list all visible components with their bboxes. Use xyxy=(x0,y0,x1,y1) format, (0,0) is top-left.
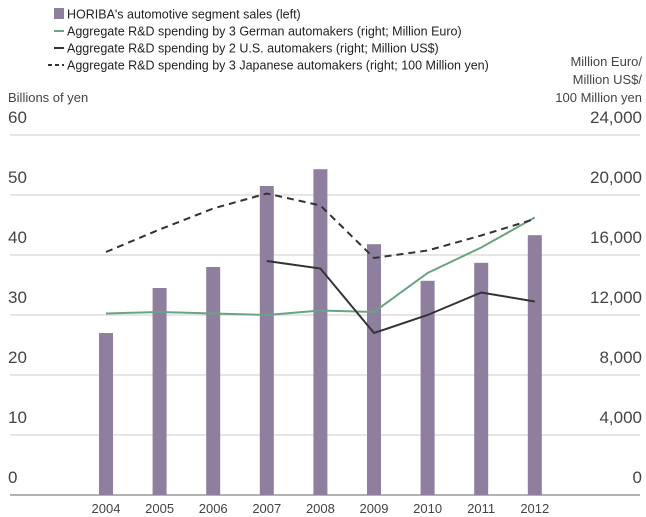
bar xyxy=(367,244,381,495)
y2-tick-label: 20,000 xyxy=(590,168,642,187)
x-tick-label: 2004 xyxy=(92,501,121,516)
bar xyxy=(313,169,328,495)
line xyxy=(105,216,536,317)
bar xyxy=(206,267,221,495)
y-tick-label: 50 xyxy=(8,168,27,187)
y-tick-label: 0 xyxy=(8,468,17,487)
line xyxy=(266,260,535,335)
bar xyxy=(259,186,274,495)
x-tick-label: 2009 xyxy=(360,501,389,516)
y-tick-label: 10 xyxy=(8,408,27,427)
y2-axis-label: Million Euro/ xyxy=(570,54,642,69)
y2-tick-label: 0 xyxy=(633,468,642,487)
y-tick-label: 60 xyxy=(8,108,27,127)
y2-tick-label: 8,000 xyxy=(599,348,642,367)
y2-tick-label: 4,000 xyxy=(599,408,642,427)
x-tick-label: 2010 xyxy=(413,501,442,516)
bar xyxy=(152,288,167,495)
legend-label: Aggregate R&D spending by 3 German autom… xyxy=(67,25,462,39)
y-tick-label: 20 xyxy=(8,348,27,367)
y-tick-label: 30 xyxy=(8,288,27,307)
y2-tick-label: 12,000 xyxy=(590,288,642,307)
x-tick-label: 2005 xyxy=(145,501,174,516)
legend-label: Aggregate R&D spending by 2 U.S. automak… xyxy=(67,42,439,56)
y2-tick-label: 24,000 xyxy=(590,108,642,127)
x-tick-label: 2012 xyxy=(520,501,549,516)
legend-label: Aggregate R&D spending by 3 Japanese aut… xyxy=(67,59,489,73)
y2-axis-label: 100 Million yen xyxy=(555,90,642,105)
bar xyxy=(527,235,542,495)
x-tick-label: 2006 xyxy=(199,501,228,516)
bar xyxy=(474,262,489,495)
x-tick-label: 2008 xyxy=(306,501,335,516)
line xyxy=(105,192,536,260)
bar xyxy=(420,280,435,495)
y2-axis-label: Million US$/ xyxy=(573,72,643,87)
x-tick-label: 2007 xyxy=(252,501,281,516)
legend-label: HORIBA's automotive segment sales (left) xyxy=(67,8,301,22)
y-tick-label: 40 xyxy=(8,228,27,247)
x-tick-label: 2011 xyxy=(467,501,495,516)
y-axis-label: Billions of yen xyxy=(8,90,88,105)
y2-tick-label: 16,000 xyxy=(590,228,642,247)
legend-marker xyxy=(54,8,64,19)
bar xyxy=(99,333,113,495)
